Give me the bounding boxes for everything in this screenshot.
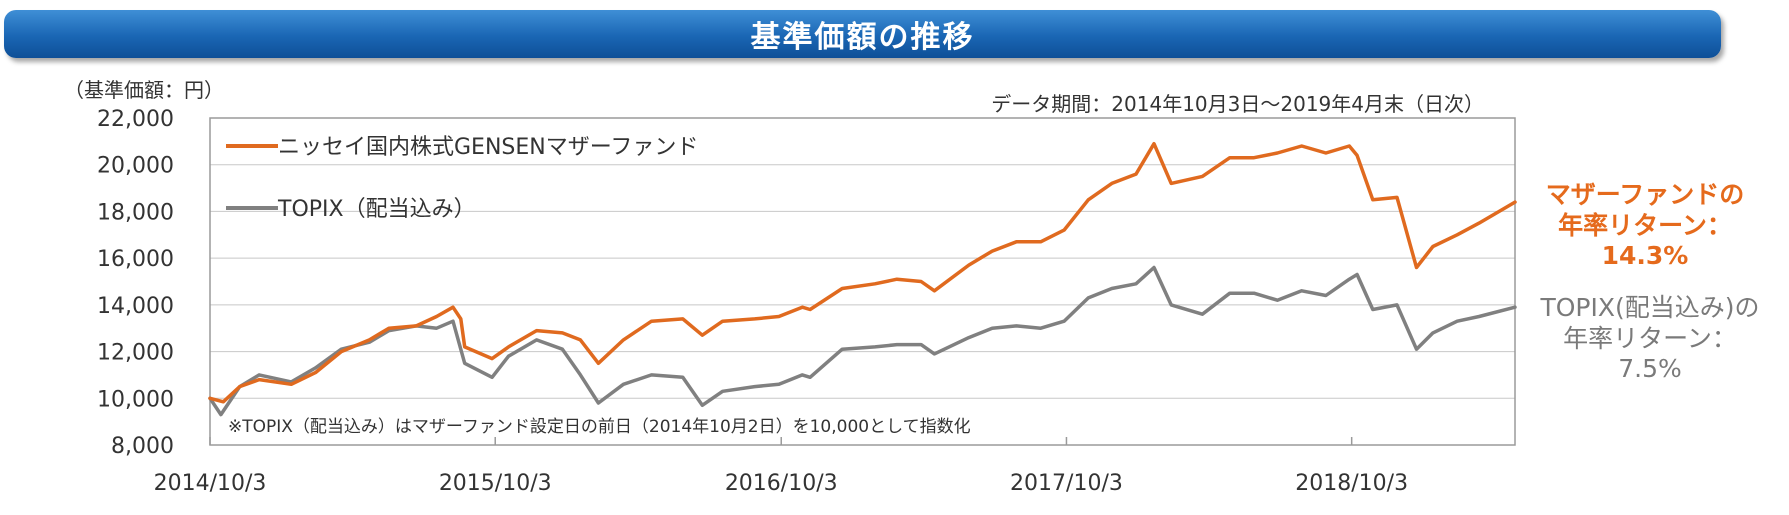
topix-return-line2: 年率リターン：: [1563, 323, 1737, 353]
y-tick-label: 12,000: [97, 341, 174, 366]
title-banner: 基準価額の推移: [4, 10, 1721, 58]
legend: ニッセイ国内株式GENSENマザーファンド TOPIX（配当込み）: [226, 135, 698, 222]
y-tick-label: 20,000: [97, 154, 174, 179]
chart-footnote: ※TOPIX（配当込み）はマザーファンド設定日の前日（2014年10月2日）を1…: [228, 417, 971, 437]
page-title: 基準価額の推移: [750, 20, 975, 55]
x-tick-label: 2016/10/3: [725, 471, 838, 496]
y-tick-label: 8,000: [111, 434, 174, 459]
topix-return-line1: TOPIX(配当込み)の: [1540, 293, 1760, 322]
y-axis-ticks: 8,000 10,000 12,000 14,000 16,000 18,000 20,00…: [97, 107, 174, 459]
y-axis-unit-label: （基準価額：円）: [64, 78, 224, 102]
y-tick-label: 10,000: [97, 387, 174, 412]
y-tick-label: 14,000: [97, 294, 174, 319]
topix-return-annotation: TOPIX(配当込み)の 年率リターン： 7.5%: [1516, 293, 1784, 385]
x-tick-label: 2015/10/3: [439, 471, 552, 496]
grid-lines: [210, 164, 1515, 399]
x-tick-label: 2014/10/3: [154, 471, 267, 496]
mother-return-line1: マザーファンドの: [1545, 180, 1745, 209]
series-line-topix: [208, 265, 1517, 417]
mother-return-line2: 年率リターン：: [1558, 210, 1732, 240]
x-axis-ticks: 2014/10/3 2015/10/3 2016/10/3 2017/10/3 2018…: [154, 437, 1408, 496]
y-tick-label: 22,000: [97, 107, 174, 132]
plot-area-frame: [209, 117, 1516, 446]
mother-fund-return-annotation: マザーファンドの 年率リターン： 14.3%: [1510, 180, 1780, 272]
y-tick-label: 18,000: [97, 200, 174, 225]
x-tick-label: 2018/10/3: [1295, 471, 1408, 496]
x-tick-label: 2017/10/3: [1010, 471, 1123, 496]
topix-return-value: 7.5%: [1618, 354, 1682, 383]
data-period-label: データ期間：2014年10月3日～2019年4月末（日次）: [991, 92, 1484, 116]
legend-label-mother-fund: ニッセイ国内株式GENSENマザーファンド: [278, 135, 698, 160]
series-lines: [208, 141, 1517, 417]
mother-return-value: 14.3%: [1601, 241, 1689, 270]
legend-label-topix: TOPIX（配当込み）: [277, 197, 476, 222]
y-tick-label: 16,000: [97, 247, 174, 272]
series-line-mother-fund: [208, 141, 1517, 404]
